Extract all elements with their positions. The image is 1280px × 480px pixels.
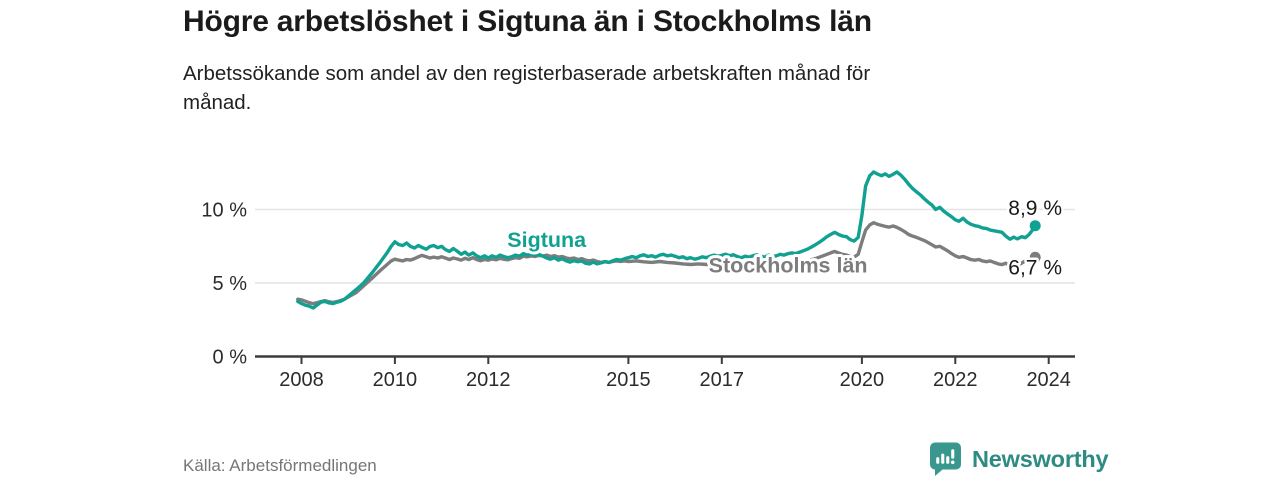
stockholms-lan-line: [296, 221, 1037, 306]
logo-bubble: [930, 442, 961, 476]
x-axis-label-2024: 2024: [1026, 369, 1071, 391]
x-axis-label-2012: 2012: [466, 369, 511, 391]
chart-subtitle-line2: månad.: [183, 91, 252, 114]
newsworthy-bars-icon: [930, 442, 961, 476]
sigtuna-end-label: 8,9 %: [1008, 197, 1062, 220]
x-axis-label-2008: 2008: [279, 369, 324, 391]
x-axis-label-2017: 2017: [700, 369, 745, 391]
sigtuna-series-label: Sigtuna: [507, 228, 587, 252]
logo-exclamation-dot: [950, 460, 955, 465]
y-axis-label-10: 10 %: [201, 200, 247, 222]
source-note: Källa: Arbetsförmedlingen: [183, 456, 377, 475]
logo-bar-3: [946, 456, 950, 464]
y-axis-label-5: 5 %: [213, 273, 248, 295]
logo-bar-1: [936, 457, 940, 464]
sigtuna-line: [296, 170, 1037, 310]
stockholms-lan-end-dot: [1029, 251, 1041, 263]
y-axis-label-0: 0 %: [213, 347, 248, 369]
chart-subtitle: Arbetssökande som andel av den registerb…: [183, 59, 870, 117]
stockholms-lan-end-label: 6,7 %: [1008, 256, 1062, 279]
x-axis-label-2010: 2010: [373, 369, 418, 391]
chart-subtitle-line1: Arbetssökande som andel av den registerb…: [183, 62, 871, 85]
newsworthy-logo[interactable]: Newsworthy: [928, 441, 1109, 477]
chart-title: Högre arbetslöshet i Sigtuna än i Stockh…: [183, 5, 872, 38]
x-axis-label-2015: 2015: [606, 369, 651, 391]
x-axis-label-2020: 2020: [840, 369, 885, 391]
x-axis-label-2022: 2022: [933, 369, 978, 391]
sigtuna-end-dot: [1029, 220, 1041, 232]
logo-exclamation-bar: [951, 449, 955, 459]
logo-bar-2: [941, 453, 945, 464]
stockholms-lan-series-label: Stockholms län: [709, 254, 868, 278]
newsworthy-logo-text: Newsworthy: [972, 445, 1109, 472]
